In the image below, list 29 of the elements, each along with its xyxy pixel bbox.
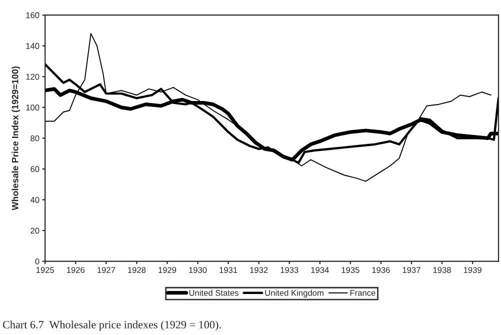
y-tick-label: 0 [35, 258, 40, 264]
x-tick-label: 1928 [128, 267, 146, 273]
caption: Chart 6.7 Wholesale price indexes (1929 = 100). [2, 320, 221, 331]
legend-label: United Kingdom [265, 290, 324, 298]
y-tick-label: 140 [26, 43, 40, 49]
x-tick-label: 1926 [66, 267, 85, 273]
x-tick-label: 1929 [158, 267, 176, 273]
x-tick-label: 1937 [402, 267, 420, 273]
y-tick-label: 20 [30, 228, 40, 234]
x-tick-label: 1927 [98, 267, 116, 273]
x-tick-label: 1936 [372, 267, 390, 273]
x-tick-label: 1930 [189, 267, 207, 273]
x-tick-label: 1925 [36, 267, 54, 273]
x-tick-label: 1932 [250, 267, 268, 273]
x-tick-label: 1938 [433, 267, 451, 273]
x-tick-label: 1935 [342, 267, 360, 273]
y-tick-label: 40 [30, 196, 40, 203]
x-tick-label: 1933 [280, 267, 298, 273]
y-tick-label: 120 [26, 74, 40, 80]
x-tick-label: 1931 [220, 267, 238, 273]
x-tick-label: 1934 [311, 267, 329, 273]
y-axis-title: Wholesale Price Index (1929=100) [12, 66, 20, 210]
x-tick-label: 1939 [464, 267, 482, 273]
legend-label: United States [189, 290, 238, 296]
legend-label: France [350, 290, 376, 296]
y-tick-label: 100 [26, 104, 40, 111]
y-tick-label: 60 [30, 166, 40, 172]
y-tick-label: 160 [26, 12, 40, 18]
y-tick-label: 80 [30, 135, 40, 142]
